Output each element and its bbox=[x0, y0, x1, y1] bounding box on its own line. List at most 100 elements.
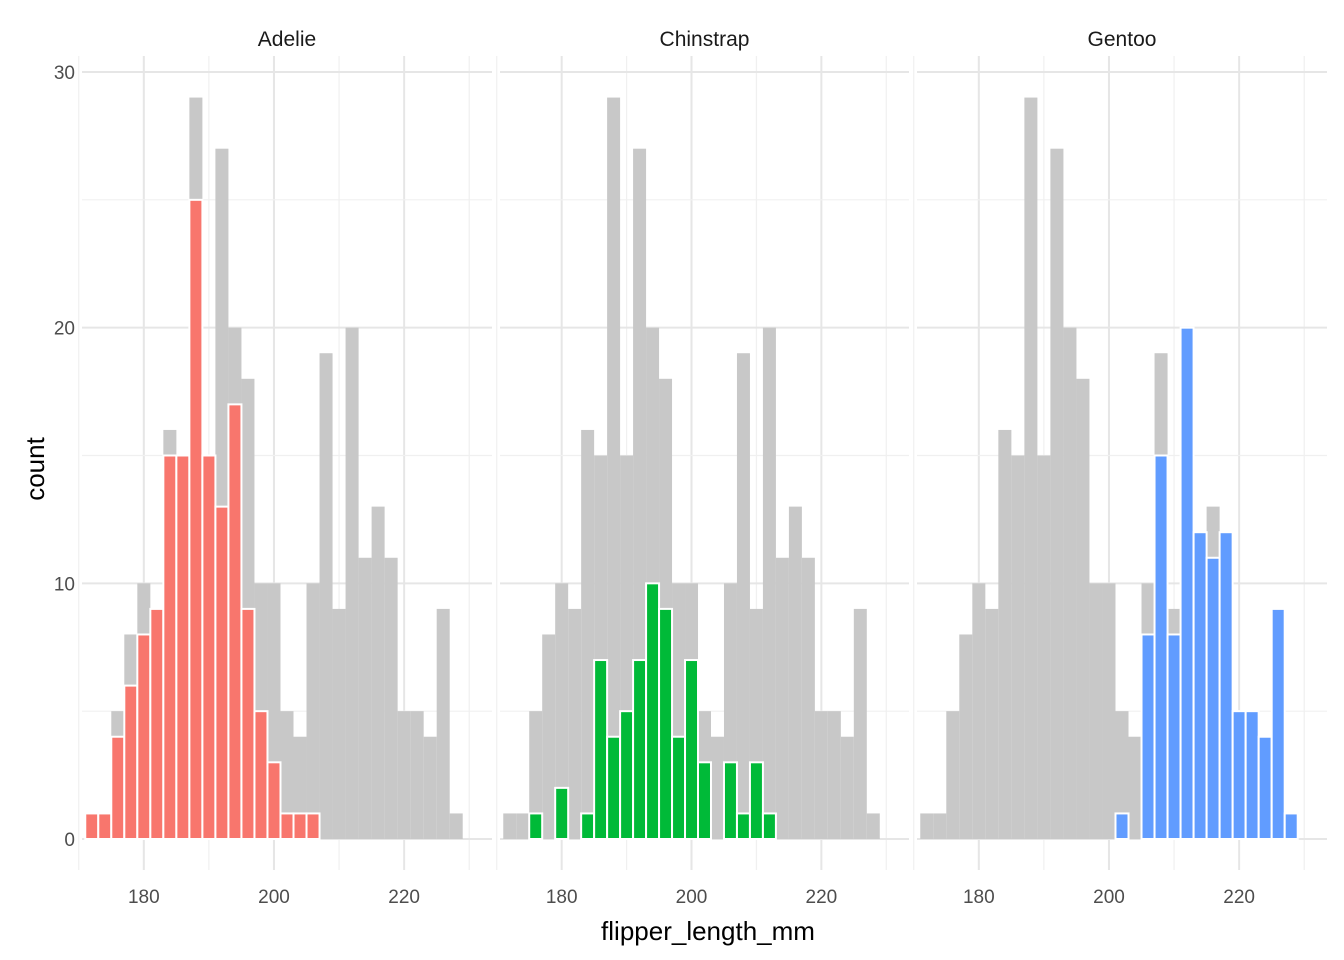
background-bar bbox=[866, 813, 880, 839]
species-bar-chinstrap bbox=[697, 761, 712, 840]
background-bar bbox=[1050, 148, 1064, 839]
background-bar bbox=[423, 736, 437, 839]
background-bar bbox=[371, 506, 385, 839]
y-tick-label: 0 bbox=[64, 830, 75, 851]
species-bar-gentoo bbox=[1192, 531, 1208, 840]
y-axis-title: count bbox=[20, 436, 50, 500]
species-bar-chinstrap bbox=[619, 710, 635, 841]
background-bar bbox=[555, 583, 569, 839]
background-bar bbox=[1011, 455, 1025, 839]
background-bar bbox=[814, 711, 828, 839]
species-bar-chinstrap bbox=[580, 812, 596, 841]
x-tick-label: 180 bbox=[546, 887, 578, 908]
species-bar-adelie bbox=[123, 684, 139, 840]
background-bar bbox=[736, 353, 750, 839]
species-bar-chinstrap bbox=[606, 735, 622, 841]
background-bar bbox=[332, 608, 346, 839]
background-bar bbox=[853, 608, 867, 839]
species-bar-adelie bbox=[175, 454, 191, 840]
background-bar bbox=[607, 97, 621, 840]
background-bar bbox=[568, 608, 582, 839]
facet-strip-label-chinstrap: Chinstrap bbox=[660, 28, 750, 51]
background-bar bbox=[345, 327, 359, 839]
background-bar bbox=[516, 813, 530, 839]
species-histogram-layer bbox=[84, 198, 1299, 841]
background-bar bbox=[946, 711, 960, 839]
background-bar bbox=[529, 711, 543, 839]
species-bar-adelie bbox=[84, 812, 100, 841]
background-bar bbox=[762, 327, 776, 839]
y-tick-label: 10 bbox=[54, 574, 75, 595]
species-bar-chinstrap bbox=[722, 761, 738, 840]
y-tick-label: 30 bbox=[54, 63, 75, 84]
background-bar bbox=[1128, 736, 1142, 839]
background-bar bbox=[397, 711, 411, 839]
background-bar bbox=[972, 583, 986, 839]
species-bar-adelie bbox=[227, 403, 243, 840]
species-bar-chinstrap bbox=[658, 607, 674, 841]
species-bar-gentoo bbox=[1244, 710, 1260, 841]
y-tick-label: 20 bbox=[54, 319, 75, 340]
background-bar bbox=[306, 583, 320, 839]
background-bar bbox=[1115, 711, 1129, 839]
background-bar bbox=[998, 429, 1012, 839]
x-axis-title: flipper_length_mm bbox=[601, 916, 815, 946]
background-bar bbox=[542, 634, 556, 839]
x-tick-label: 200 bbox=[258, 887, 290, 908]
background-bar bbox=[1102, 583, 1116, 839]
x-tick-label: 200 bbox=[1093, 887, 1125, 908]
species-bar-gentoo bbox=[1205, 556, 1221, 840]
background-bar bbox=[959, 634, 973, 839]
species-bar-adelie bbox=[188, 198, 204, 841]
background-bar bbox=[1089, 583, 1103, 839]
background-bar bbox=[827, 711, 841, 839]
species-bar-gentoo bbox=[1166, 633, 1182, 841]
background-bar bbox=[410, 711, 424, 839]
species-bar-chinstrap bbox=[761, 812, 777, 841]
species-bar-adelie bbox=[97, 812, 113, 841]
species-bar-gentoo bbox=[1231, 710, 1247, 841]
species-bar-chinstrap bbox=[632, 659, 648, 840]
background-bar bbox=[1024, 97, 1038, 840]
background-bar bbox=[840, 736, 854, 839]
background-bar bbox=[710, 736, 724, 839]
species-bar-chinstrap bbox=[645, 582, 661, 840]
background-bar bbox=[801, 557, 815, 839]
species-bar-adelie bbox=[305, 812, 321, 841]
x-tick-label: 180 bbox=[128, 887, 160, 908]
species-bar-adelie bbox=[149, 607, 165, 841]
background-bar bbox=[280, 711, 294, 839]
background-bar bbox=[319, 353, 333, 839]
species-bar-adelie bbox=[253, 710, 269, 841]
background-bar bbox=[920, 813, 934, 839]
background-bar bbox=[436, 608, 450, 839]
background-bar bbox=[1076, 378, 1090, 839]
species-bar-adelie bbox=[162, 454, 178, 840]
x-tick-label: 200 bbox=[676, 887, 708, 908]
background-bar bbox=[985, 608, 999, 839]
species-bar-adelie bbox=[266, 761, 282, 840]
species-bar-gentoo bbox=[1283, 812, 1299, 841]
species-bar-chinstrap bbox=[554, 786, 570, 840]
species-bar-adelie bbox=[292, 812, 308, 841]
x-tick-label: 220 bbox=[806, 887, 838, 908]
background-bar bbox=[775, 557, 789, 839]
background-bar bbox=[449, 813, 463, 839]
species-bar-gentoo bbox=[1179, 326, 1195, 840]
facet-strip-label-adelie: Adelie bbox=[258, 28, 316, 51]
x-tick-label: 220 bbox=[388, 887, 420, 908]
species-bar-gentoo bbox=[1153, 454, 1169, 840]
background-bar bbox=[933, 813, 947, 839]
species-bar-chinstrap bbox=[593, 659, 609, 840]
species-bar-adelie bbox=[214, 505, 230, 840]
species-bar-chinstrap bbox=[528, 812, 544, 841]
x-tick-label: 220 bbox=[1223, 887, 1255, 908]
background-bar bbox=[788, 506, 802, 839]
species-bar-gentoo bbox=[1140, 633, 1156, 841]
background-bar bbox=[384, 557, 398, 839]
background-bar bbox=[1037, 455, 1051, 839]
x-tick-label: 180 bbox=[963, 887, 995, 908]
species-bar-gentoo bbox=[1114, 812, 1130, 841]
species-bar-gentoo bbox=[1257, 735, 1273, 841]
